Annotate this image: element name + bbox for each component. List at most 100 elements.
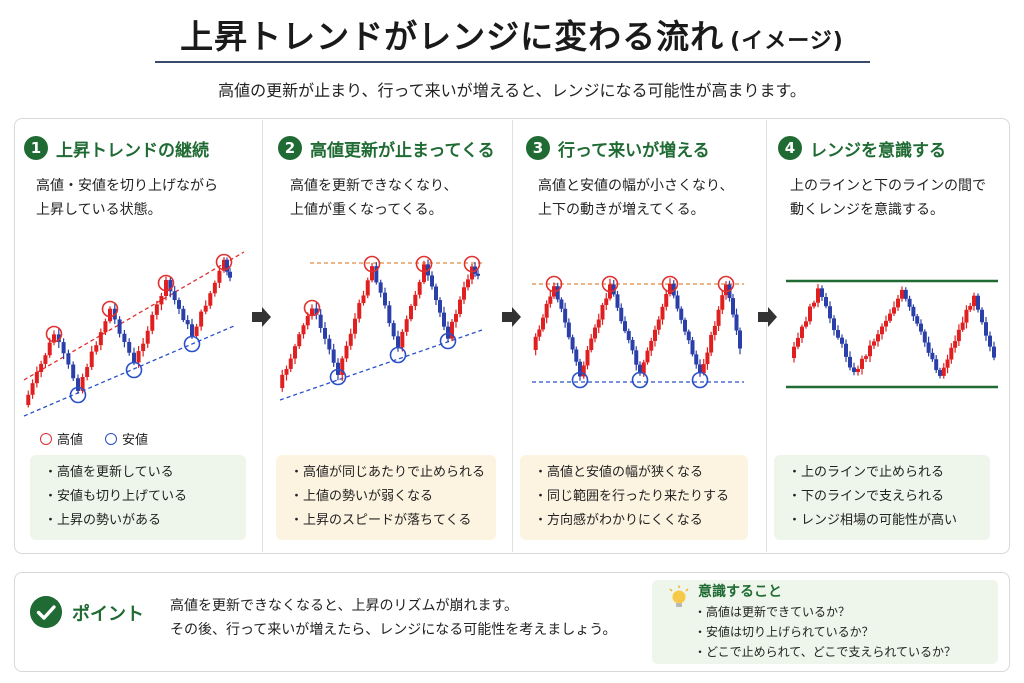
- candle-body: [938, 370, 942, 376]
- candle-body: [716, 309, 721, 326]
- candle-body: [52, 334, 56, 343]
- candle-body: [85, 367, 90, 377]
- title-suffix: (イメージ): [730, 29, 844, 54]
- oscillation-candle-chart: [532, 275, 744, 389]
- bullet-item: 安値も切り上げている: [44, 485, 246, 509]
- step-3: 3 行って来いが増える 高値と安値の幅が小さくなり、 上下の動きが増えてくる。: [526, 132, 776, 222]
- candle-body: [353, 318, 357, 334]
- candle-body: [634, 350, 639, 365]
- candle-body: [792, 346, 796, 358]
- candle-body: [533, 336, 538, 350]
- candle-body: [884, 320, 888, 327]
- candle-body: [222, 259, 226, 271]
- bullet-item: 上昇の勢いがある: [44, 509, 246, 533]
- candle-body: [422, 264, 426, 283]
- candle-body: [548, 296, 553, 304]
- right-arrow-icon: [502, 307, 521, 327]
- candle-body: [185, 320, 190, 325]
- candle-body: [836, 330, 840, 338]
- title-underline: [155, 61, 870, 63]
- candle-body: [738, 330, 742, 349]
- candle-body: [117, 319, 122, 334]
- candle-body: [820, 288, 824, 298]
- candle-body: [357, 303, 362, 319]
- desc-line: 上値が重くなってくる。: [290, 202, 443, 218]
- bullet-item: 上昇のスピードが落ちてくる: [290, 509, 496, 533]
- candle-body: [76, 378, 80, 391]
- step-description: 高値と安値の幅が小さくなり、 上下の動きが増えてくる。: [526, 174, 776, 222]
- candle-body: [645, 350, 650, 363]
- high-marker-icon: [45, 325, 63, 343]
- candle-body: [297, 334, 302, 347]
- candle-body: [581, 365, 586, 377]
- candle-body: [89, 351, 94, 368]
- candle-body: [960, 322, 965, 330]
- step-2: 2 高値更新が止まってくる 高値を更新できなくなり、 上値が重くなってくる。: [278, 132, 528, 222]
- candle-body: [596, 319, 601, 328]
- candle-body: [984, 322, 988, 336]
- candle-body: [724, 284, 728, 296]
- step-title: レンジを意識する: [810, 140, 946, 161]
- candle-body: [876, 334, 880, 342]
- candle-body: [615, 294, 620, 308]
- candle-body: [649, 340, 654, 351]
- candle-body: [310, 308, 314, 316]
- candle-body: [956, 329, 961, 342]
- candle-body: [208, 293, 213, 306]
- candle-body: [98, 332, 103, 346]
- candle-body: [430, 275, 434, 287]
- candle-body: [454, 314, 458, 322]
- step-description: 高値・安値を切り上げながら 上昇している状態。: [24, 174, 274, 222]
- candle-body: [340, 358, 345, 375]
- candle-body: [541, 317, 545, 330]
- candle-body: [919, 323, 923, 332]
- candle-body: [559, 299, 564, 309]
- candle-body: [720, 295, 725, 310]
- low-marker-icon: [183, 335, 201, 353]
- low-marker-icon: [125, 361, 143, 379]
- candle-body: [840, 337, 844, 344]
- upper-trend-line: [23, 251, 245, 381]
- low-marker-icon: [439, 332, 457, 350]
- candle-body: [664, 294, 669, 307]
- candle-body: [56, 334, 61, 343]
- low-marker-icon: [105, 432, 118, 445]
- step-1-bullets: 高値を更新している 安値も切り上げている 上昇の勢いがある: [30, 455, 246, 540]
- candle-body: [387, 305, 392, 324]
- high-marker-icon: [717, 275, 735, 293]
- low-marker-icon: [69, 386, 87, 404]
- candle-body: [544, 303, 549, 318]
- candle-body: [589, 338, 594, 351]
- candle-body: [150, 314, 155, 331]
- candle-body: [141, 343, 146, 352]
- candle-body: [145, 330, 150, 344]
- candle-body: [656, 319, 661, 330]
- candle-body: [922, 331, 927, 343]
- candle-body: [968, 306, 973, 310]
- candle-body: [94, 345, 99, 352]
- candle-body: [177, 300, 181, 309]
- stalling-highs-candle-chart: [279, 255, 483, 401]
- candle-body: [880, 326, 884, 335]
- candle-body: [690, 340, 695, 355]
- bullet-item: 方向感がわかりにくくなる: [534, 509, 748, 533]
- bullet-item: 上値の勢いが弱くなる: [290, 485, 496, 509]
- candle-body: [578, 361, 582, 377]
- awareness-item: どこで止められて、どこで支えられているか？: [694, 642, 956, 662]
- right-arrow-icon: [758, 307, 777, 327]
- low-marker-icon: [389, 346, 407, 364]
- candle-body: [164, 280, 168, 296]
- candle-body: [911, 306, 916, 317]
- candle-body: [172, 291, 177, 301]
- candle-body: [30, 383, 35, 395]
- candle-body: [404, 319, 409, 332]
- desc-line: 高値と安値の幅が小さくなり、: [538, 178, 734, 194]
- high-marker-icon: [545, 275, 563, 293]
- candle-body: [26, 394, 31, 405]
- candle-body: [593, 327, 597, 339]
- candle-body: [709, 334, 714, 353]
- bullet-item: 高値を更新している: [44, 461, 246, 485]
- page-subtitle: 高値の更新が止まり、行って来いが増えると、レンジになる可能性が高まります。: [218, 81, 806, 100]
- candle-body: [683, 319, 687, 332]
- candle-body: [413, 294, 418, 306]
